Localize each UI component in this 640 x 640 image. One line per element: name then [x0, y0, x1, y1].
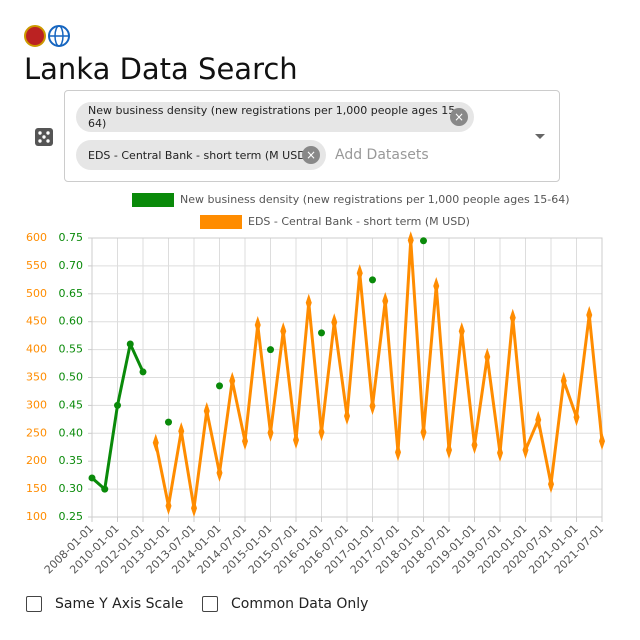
data-point [293, 430, 299, 449]
chip-label: New business density (new registrations … [88, 104, 460, 130]
y-tick-label: 350 [26, 371, 47, 384]
plot-frame [91, 237, 603, 518]
y-tick-label: 250 [26, 426, 47, 439]
data-point [420, 237, 427, 245]
y2-tick-label: 0.35 [59, 454, 84, 467]
legend-label: EDS - Central Bank - short term (M USD) [248, 215, 470, 228]
page-title: Lanka Data Search [24, 52, 298, 86]
y2-tick-label: 0.55 [59, 343, 84, 356]
dataset-select[interactable] [64, 90, 560, 182]
search-placeholder[interactable]: Add Datasets [335, 147, 429, 163]
logos [24, 25, 70, 47]
y-tick-label: 300 [26, 398, 47, 411]
data-point [216, 463, 223, 482]
y2-tick-label: 0.30 [59, 482, 84, 495]
data-point [318, 329, 325, 337]
y-tick-label: 500 [26, 287, 47, 300]
remove-button[interactable]: × [450, 108, 468, 126]
data-point [178, 422, 185, 441]
y-tick-label: 450 [26, 315, 47, 328]
chip-label: EDS - Central Bank - short term (M USD) [88, 148, 310, 162]
data-point [395, 443, 401, 462]
y2-tick-label: 0.40 [59, 426, 84, 439]
y-tick-label: 200 [26, 454, 47, 467]
chart: 100 150 200 250 300 350 400 450 500 550 600 0.25 0.3… [26, 193, 606, 576]
data-point [152, 433, 159, 452]
data-point [216, 382, 223, 390]
y2-tick-label: 0.60 [59, 315, 84, 328]
data-point [509, 308, 516, 327]
data-point [497, 443, 503, 462]
data-point [280, 322, 287, 341]
y-tick-label: 550 [26, 259, 47, 272]
data-point [305, 293, 312, 312]
data-point [382, 292, 389, 311]
data-point [267, 423, 274, 442]
data-point [446, 441, 452, 460]
y2-tick-label: 0.65 [59, 287, 84, 300]
y-tick-label: 400 [26, 343, 47, 356]
data-point [548, 475, 554, 494]
data-point [165, 496, 172, 515]
data-point [139, 368, 147, 376]
data-point [88, 474, 96, 482]
legend-swatch [132, 193, 174, 207]
data-point [407, 231, 414, 250]
checkbox-label[interactable]: Common Data Only [231, 596, 369, 612]
checkbox[interactable] [26, 596, 42, 612]
data-point [242, 432, 248, 451]
data-point [203, 401, 210, 420]
data-point [165, 418, 172, 426]
data-point [191, 499, 197, 518]
data-point [458, 322, 465, 341]
random-icon[interactable] [34, 127, 54, 147]
data-point [229, 371, 236, 390]
data-point [471, 436, 478, 455]
data-point [433, 276, 440, 295]
y-tick-label: 150 [26, 482, 47, 495]
remove-button[interactable]: × [302, 146, 320, 164]
data-point [356, 264, 363, 283]
data-point [318, 423, 325, 442]
data-point [114, 401, 121, 409]
checkbox[interactable] [202, 596, 218, 612]
y2-tick-label: 0.50 [59, 371, 84, 384]
data-point [331, 313, 338, 332]
y2-tick-label: 0.45 [59, 398, 84, 411]
y2-tick-label: 0.70 [59, 259, 84, 272]
data-point [535, 410, 542, 429]
checkbox-label[interactable]: Same Y Axis Scale [55, 596, 184, 612]
data-point [560, 371, 567, 390]
data-point [267, 346, 274, 354]
legend-label: New business density (new registrations … [180, 193, 570, 206]
y-tick-label: 600 [26, 231, 47, 244]
data-point [599, 432, 605, 451]
legend-swatch [200, 215, 242, 229]
dataset-chip[interactable]: EDS - Central Bank - short term (M USD) × [76, 140, 326, 170]
y2-tick-label: 0.75 [59, 231, 84, 244]
data-point [254, 316, 261, 335]
data-point [420, 423, 427, 442]
data-point [126, 340, 134, 348]
dropdown-arrow[interactable] [533, 132, 547, 142]
data-point [522, 441, 529, 460]
y-tick-label: 100 [26, 510, 47, 523]
data-point [369, 276, 376, 284]
y2-tick-label: 0.25 [59, 510, 84, 523]
series-line [154, 238, 604, 510]
data-point [344, 407, 350, 426]
data-point [573, 408, 580, 427]
data-point [484, 347, 491, 366]
dataset-chip[interactable]: New business density (new registrations … [76, 102, 474, 132]
data-point [369, 396, 376, 415]
data-point [586, 306, 593, 325]
data-point [101, 485, 109, 493]
